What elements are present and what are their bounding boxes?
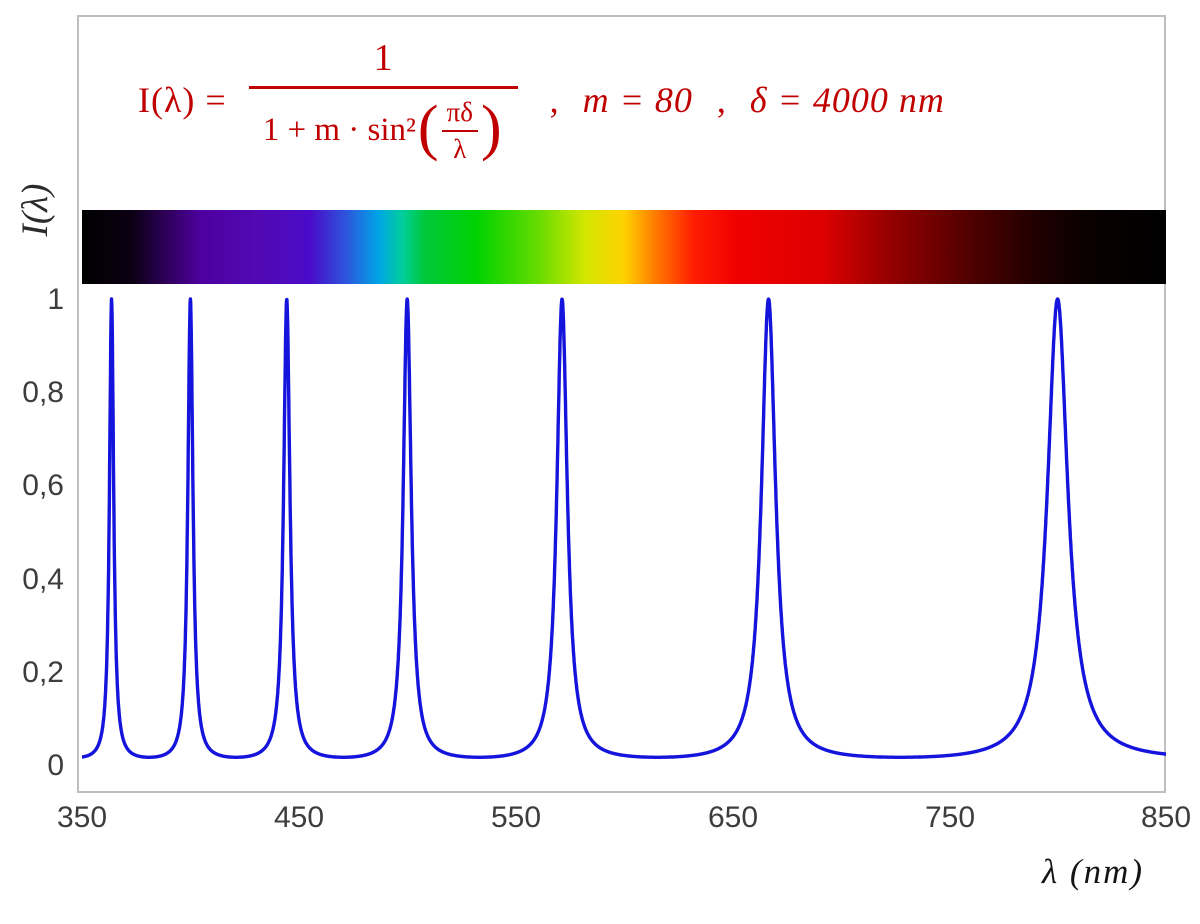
formula-lhs: I(λ) = bbox=[138, 80, 227, 120]
y-tick: 0 bbox=[47, 749, 64, 782]
formula-fraction: 1 1 + m · sin² ( πδ λ ) bbox=[248, 36, 518, 165]
x-tick: 850 bbox=[1140, 801, 1192, 834]
intensity-curve-svg bbox=[82, 297, 1166, 759]
y-tick: 1 bbox=[47, 283, 64, 316]
spectrum-band bbox=[82, 210, 1166, 284]
y-axis-label: I(λ) bbox=[15, 183, 56, 237]
formula-param-delta: δ = 4000 nm bbox=[749, 80, 945, 120]
y-tick: 0,2 bbox=[22, 656, 64, 689]
formula-separator-2: , bbox=[716, 80, 726, 120]
open-paren: ( bbox=[417, 93, 439, 162]
chart-frame bbox=[77, 15, 1166, 793]
x-tick: 450 bbox=[273, 801, 325, 834]
close-paren: ) bbox=[480, 93, 502, 162]
inner-denominator: λ bbox=[453, 133, 467, 164]
formula-param-m: m = 80 bbox=[582, 80, 693, 120]
plot-area bbox=[82, 295, 1166, 768]
formula-separator-1: , bbox=[549, 80, 559, 120]
x-tick: 550 bbox=[490, 801, 542, 834]
x-tick: 750 bbox=[924, 801, 976, 834]
formula: I(λ) = 1 1 + m · sin² ( πδ λ ) , m = 80 … bbox=[138, 30, 945, 170]
formula-denominator: 1 + m · sin² ( πδ λ ) bbox=[248, 85, 518, 165]
formula-denominator-text: 1 + m · sin² bbox=[262, 112, 416, 148]
x-tick: 650 bbox=[707, 801, 759, 834]
inner-fraction: πδ λ bbox=[441, 97, 478, 165]
x-tick: 350 bbox=[56, 801, 108, 834]
formula-numerator: 1 bbox=[373, 36, 393, 79]
y-tick: 0,4 bbox=[22, 563, 64, 596]
inner-numerator: πδ bbox=[441, 97, 478, 132]
y-tick: 0,8 bbox=[22, 376, 64, 409]
y-tick: 0,6 bbox=[22, 469, 64, 502]
intensity-curve bbox=[82, 297, 1166, 759]
x-axis-label: λ (nm) bbox=[1042, 852, 1144, 891]
